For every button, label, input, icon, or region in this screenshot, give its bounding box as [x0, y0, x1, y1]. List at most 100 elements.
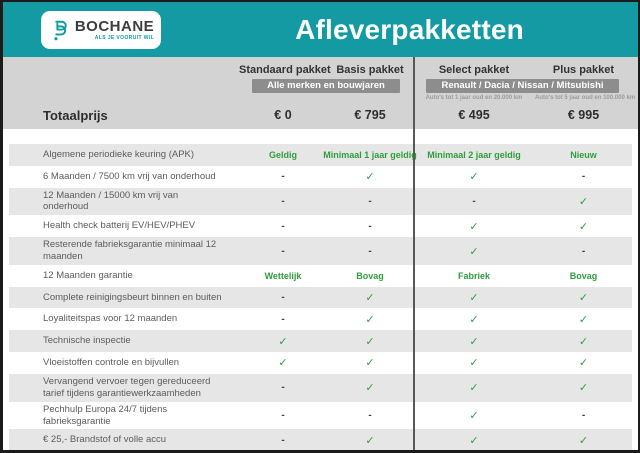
- value-text: Bovag: [356, 270, 384, 281]
- dash-icon: -: [472, 195, 476, 207]
- dash-icon: -: [581, 410, 586, 421]
- column-titles-row: Standaard pakket Basis pakket Select pak…: [9, 63, 632, 77]
- column-notes-row: Auto's tot 1 jaar oud en 20.000 km Auto'…: [9, 95, 636, 104]
- check-icon: ✓: [365, 357, 375, 370]
- row-label: Vervangend vervoer tegen gereduceerd tar…: [43, 375, 211, 399]
- table-row: Algemene periodieke keuring (APK) Geldig M…: [9, 144, 632, 166]
- column-title-select: Select pakket: [438, 64, 510, 76]
- check-icon: ✓: [469, 382, 479, 395]
- column-note-select: Auto's tot 1 jaar oud en 20.000 km: [425, 95, 523, 101]
- table-row: 12 Maanden garantie Wettelijk Bovag Fabriek…: [9, 265, 632, 287]
- table-row: 12 Maanden / 15000 km vrij van onderhoud…: [9, 187, 632, 216]
- table-row: Loyaliteitspas voor 12 maanden - ✓ ✓ ✓: [9, 308, 632, 330]
- check-icon: ✓: [578, 382, 589, 395]
- badge-cell: Alle merken en bouwjaren: [239, 79, 413, 93]
- total-price-row: Totaalprijs € 0 € 795 € 495 € 995: [9, 104, 632, 126]
- badge-cell: Renault / Dacia / Nissan / Mitsubishi: [413, 79, 632, 93]
- check-icon: ✓: [469, 245, 479, 258]
- column-divider: [413, 57, 415, 450]
- table-row: Technische inspectie ✓ ✓ ✓ ✓: [9, 330, 632, 353]
- comparison-table: Standaard pakket Basis pakket Select pak…: [3, 57, 638, 450]
- page-title: Afleverpakketten: [295, 13, 524, 45]
- brand-badge-all-makes: Alle merken en bouwjaren: [252, 79, 400, 93]
- dash-icon: -: [581, 245, 586, 257]
- check-icon: ✓: [578, 335, 589, 348]
- check-icon: ✓: [578, 220, 589, 233]
- table-row: Vloeistoffen controle en bijvullen ✓ ✓ ✓ ✓: [9, 352, 632, 374]
- row-label: € 25,- Brandstof of volle accu: [43, 434, 167, 446]
- dash-icon: -: [281, 195, 285, 207]
- dash-icon: -: [368, 195, 372, 207]
- row-label: 6 Maanden / 7500 km vrij van onderhoud: [43, 170, 216, 182]
- check-icon: ✓: [578, 292, 589, 305]
- check-icon: ✓: [578, 434, 589, 447]
- table-row: Resterende fabrieksgarantie minimaal 12 …: [9, 237, 632, 265]
- value-text: Fabriek: [457, 270, 490, 281]
- table-row: € 25,- Brandstof of volle accu - ✓ ✓ ✓: [9, 429, 632, 450]
- check-icon: ✓: [365, 434, 375, 447]
- check-icon: ✓: [469, 171, 479, 184]
- row-label: 12 Maanden / 15000 km vrij van onderhoud: [43, 189, 179, 213]
- brand-badges-row: Alle merken en bouwjaren Renault / Dacia…: [9, 79, 632, 93]
- price-select: € 495: [458, 108, 490, 122]
- dash-icon: -: [368, 410, 372, 421]
- check-icon: ✓: [365, 313, 375, 326]
- total-price-label: Totaalprijs: [43, 107, 108, 123]
- check-icon: ✓: [365, 382, 375, 395]
- logo-text-block: BOCHANE ALS JE VOORUIT WIL: [75, 19, 154, 41]
- table-row: Complete reinigingsbeurt binnen en buite…: [9, 286, 632, 309]
- column-title-standaard: Standaard pakket: [239, 64, 331, 76]
- dash-icon: -: [281, 382, 285, 394]
- column-title-plus: Plus pakket: [552, 64, 615, 76]
- row-label: Pechhulp Europa 24/7 tijdens fabrieksgar…: [43, 403, 168, 427]
- dash-icon: -: [281, 220, 285, 232]
- check-icon: ✓: [578, 357, 589, 370]
- check-icon: ✓: [278, 357, 288, 370]
- check-icon: ✓: [578, 195, 589, 208]
- check-icon: ✓: [469, 410, 479, 422]
- logo-wordmark: BOCHANE: [74, 17, 155, 35]
- table-row: Pechhulp Europa 24/7 tijdens fabrieksgar…: [9, 402, 632, 430]
- row-label: Loyaliteitspas voor 12 maanden: [43, 313, 178, 325]
- check-icon: ✓: [365, 335, 375, 348]
- price-basis: € 795: [354, 108, 386, 122]
- dash-icon: -: [581, 171, 586, 183]
- logo-tagline: ALS JE VOORUIT WIL: [94, 34, 155, 41]
- value-text: Minimaal 1 jaar geldig: [323, 149, 417, 160]
- page-header: BOCHANE ALS JE VOORUIT WIL Afleverpakket…: [3, 2, 638, 57]
- column-title-basis: Basis pakket: [336, 64, 404, 76]
- value-text: Geldig: [268, 149, 297, 160]
- table-row: 6 Maanden / 7500 km vrij van onderhoud - ✓…: [9, 166, 632, 188]
- row-label: Technische inspectie: [43, 335, 131, 347]
- check-icon: ✓: [365, 292, 375, 305]
- dash-icon: -: [281, 313, 285, 325]
- value-text: Minimaal 2 jaar geldig: [427, 149, 521, 160]
- dash-icon: -: [281, 434, 285, 446]
- row-label: Resterende fabrieksgarantie minimaal 12 …: [43, 239, 217, 263]
- price-plus: € 995: [567, 108, 600, 122]
- price-standaard: € 0: [274, 108, 292, 122]
- row-label: Health check batterij EV/HEV/PHEV: [43, 220, 196, 232]
- header-rows-gap: [3, 129, 638, 144]
- row-label: 12 Maanden garantie: [43, 269, 133, 281]
- table-row: Vervangend vervoer tegen gereduceerd tar…: [9, 373, 632, 402]
- value-text: Wettelijk: [264, 270, 302, 281]
- dash-icon: -: [281, 292, 285, 304]
- dash-icon: -: [281, 171, 285, 183]
- row-label: Vloeistoffen controle en bijvullen: [43, 357, 180, 369]
- value-text: Nieuw: [570, 149, 597, 160]
- bochane-logo-icon: [54, 20, 67, 40]
- bochane-logo: BOCHANE ALS JE VOORUIT WIL: [41, 10, 161, 49]
- check-icon: ✓: [365, 171, 375, 184]
- check-icon: ✓: [578, 313, 589, 326]
- dash-icon: -: [368, 220, 372, 232]
- table-row: Health check batterij EV/HEV/PHEV - - ✓ ✓: [9, 215, 632, 237]
- check-icon: ✓: [469, 434, 479, 447]
- brand-badge-renault-group: Renault / Dacia / Nissan / Mitsubishi: [426, 79, 619, 93]
- dash-icon: -: [368, 245, 372, 257]
- check-icon: ✓: [469, 335, 479, 348]
- check-icon: ✓: [469, 313, 479, 326]
- feature-rows: Algemene periodieke keuring (APK) Geldig M…: [3, 144, 638, 450]
- table-header-section: Standaard pakket Basis pakket Select pak…: [3, 57, 638, 129]
- row-label: Complete reinigingsbeurt binnen en buite…: [43, 291, 222, 303]
